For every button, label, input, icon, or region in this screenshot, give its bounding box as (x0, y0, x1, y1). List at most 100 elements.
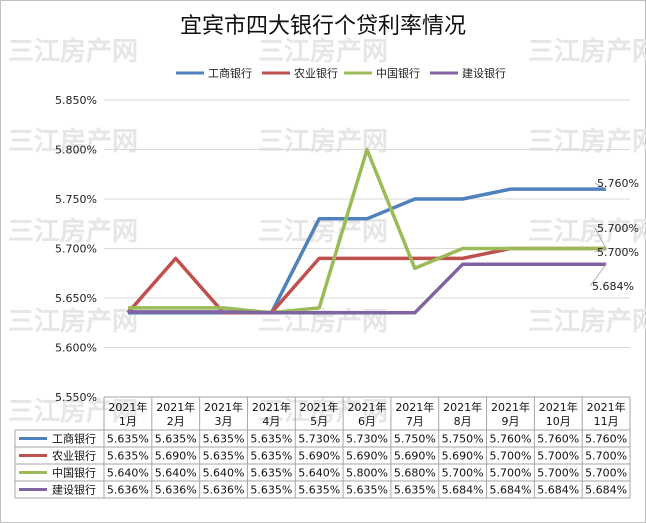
legend-label-1: 农业银行 (294, 66, 338, 80)
legend-label-2: 中国银行 (376, 66, 420, 80)
table-cell-2-2: 5.640% (203, 467, 245, 480)
x-tick-month-7: 8月 (454, 415, 472, 428)
x-tick-year-2: 2021年 (204, 400, 243, 414)
end-label-leader-3 (589, 264, 607, 287)
y-tick-label-5: 5.800% (55, 144, 97, 157)
end-label-0: 5.760% (597, 177, 639, 190)
watermark-text-13: 三江房产网 (258, 397, 388, 427)
end-label-3: 5.684% (592, 280, 634, 293)
x-tick-year-4: 2021年 (300, 400, 339, 414)
x-tick-month-10: 11月 (594, 415, 619, 428)
x-tick-year-9: 2021年 (539, 400, 578, 414)
watermark-text-8: 三江房产网 (528, 217, 646, 247)
y-tick-label-4: 5.750% (55, 193, 97, 206)
table-row-label-2: 中国银行 (52, 466, 96, 480)
legend-label-3: 建设银行 (462, 66, 506, 80)
x-tick-month-1: 2月 (167, 415, 185, 428)
x-tick-year-1: 2021年 (156, 400, 195, 414)
table-cell-1-9: 5.700% (537, 450, 579, 463)
table-cell-1-6: 5.690% (394, 450, 436, 463)
watermark-text-2: 三江房产网 (528, 37, 646, 67)
watermark-text-0: 三江房产网 (8, 37, 138, 67)
table-cell-3-9: 5.684% (537, 484, 579, 497)
x-tick-month-9: 10月 (546, 415, 571, 428)
end-label-1: 5.700% (597, 222, 639, 235)
table-cell-3-10: 5.684% (585, 484, 627, 497)
end-label-leader-0 (594, 182, 607, 190)
end-labels: 5.760% 5.700% 5.700% 5.684% (589, 177, 639, 293)
y-tick-label-1: 5.600% (55, 342, 97, 355)
end-label-leader-1 (594, 227, 607, 249)
table-cell-2-9: 5.700% (537, 467, 579, 480)
table-cell-1-4: 5.690% (298, 450, 340, 463)
x-tick-month-3: 4月 (262, 415, 280, 428)
legend: 工商银行 农业银行 中国银行 建设银行 (176, 66, 506, 80)
table-cell-3-6: 5.635% (394, 484, 436, 497)
x-tick-year-6: 2021年 (395, 400, 434, 414)
series-layer (126, 147, 607, 315)
x-tick-month-2: 3月 (215, 415, 233, 428)
end-label-2: 5.700% (597, 246, 639, 259)
table-cell-3-2: 5.636% (203, 484, 245, 497)
table-cell-0-10: 5.760% (585, 433, 627, 446)
table-cell-1-5: 5.690% (346, 450, 388, 463)
table-cell-2-10: 5.700% (585, 467, 627, 480)
table-cell-3-3: 5.635% (250, 484, 292, 497)
table-cell-0-6: 5.750% (394, 433, 436, 446)
x-tick-year-0: 2021年 (108, 400, 147, 414)
watermark-text-7: 三江房产网 (258, 217, 388, 247)
table-cell-2-3: 5.635% (250, 467, 292, 480)
watermark-text-6: 三江房产网 (8, 217, 138, 247)
x-tick-month-5: 6月 (358, 415, 376, 428)
x-tick-month-6: 7月 (406, 415, 424, 428)
watermark-text-3: 三江房产网 (8, 127, 138, 157)
y-tick-label-6: 5.850% (55, 94, 97, 107)
chart-title: 宜宾市四大银行个贷利率情况 (180, 14, 466, 39)
watermark-text-5: 三江房产网 (528, 127, 646, 157)
table-cell-3-7: 5.684% (442, 484, 484, 497)
end-label-leader-2 (594, 248, 607, 253)
table-cell-0-2: 5.635% (203, 433, 245, 446)
table-cell-0-3: 5.635% (250, 433, 292, 446)
table-cell-3-4: 5.635% (298, 484, 340, 497)
table-cell-0-4: 5.730% (298, 433, 340, 446)
table-cell-0-8: 5.760% (489, 433, 531, 446)
table-cell-1-10: 5.700% (585, 450, 627, 463)
watermark-text-12: 三江房产网 (8, 397, 138, 427)
table-cell-1-7: 5.690% (442, 450, 484, 463)
x-tick-month-8: 9月 (501, 415, 519, 428)
y-axis: 5.550% 5.600% 5.650% 5.700% 5.750% 5.800% 5.85… (55, 94, 97, 404)
x-tick-year-3: 2021年 (252, 400, 291, 414)
table-cell-2-4: 5.640% (298, 467, 340, 480)
table-row-label-1: 农业银行 (52, 449, 96, 463)
y-tick-label-2: 5.650% (55, 292, 97, 305)
table-cell-2-1: 5.640% (155, 467, 197, 480)
table-cell-0-7: 5.750% (442, 433, 484, 446)
table-cell-2-7: 5.700% (442, 467, 484, 480)
table-row-label-3: 建设银行 (52, 483, 96, 497)
table-cell-0-1: 5.635% (155, 433, 197, 446)
table-cell-0-5: 5.730% (346, 433, 388, 446)
x-tick-year-5: 2021年 (348, 400, 387, 414)
table-cell-2-6: 5.680% (394, 467, 436, 480)
table-cell-1-2: 5.635% (203, 450, 245, 463)
data-table: 2021年1月2021年2月2021年3月2021年4月2021年5月2021年… (14, 396, 631, 499)
table-cell-2-8: 5.700% (489, 467, 531, 480)
table-cell-1-8: 5.700% (489, 450, 531, 463)
x-tick-month-4: 5月 (310, 415, 328, 428)
table-cell-3-0: 5.636% (107, 484, 149, 497)
table-cell-3-5: 5.635% (346, 484, 388, 497)
table-cell-1-3: 5.635% (250, 450, 292, 463)
table-cell-0-0: 5.635% (107, 433, 149, 446)
table-cell-2-5: 5.800% (346, 467, 388, 480)
legend-label-0: 工商银行 (208, 66, 252, 80)
series-line-2 (127, 147, 607, 315)
watermark-text-9: 三江房产网 (8, 307, 138, 337)
x-tick-year-10: 2021年 (587, 400, 626, 414)
table-cell-3-8: 5.684% (489, 484, 531, 497)
table-cell-2-0: 5.640% (107, 467, 149, 480)
table-cell-1-0: 5.635% (107, 450, 149, 463)
